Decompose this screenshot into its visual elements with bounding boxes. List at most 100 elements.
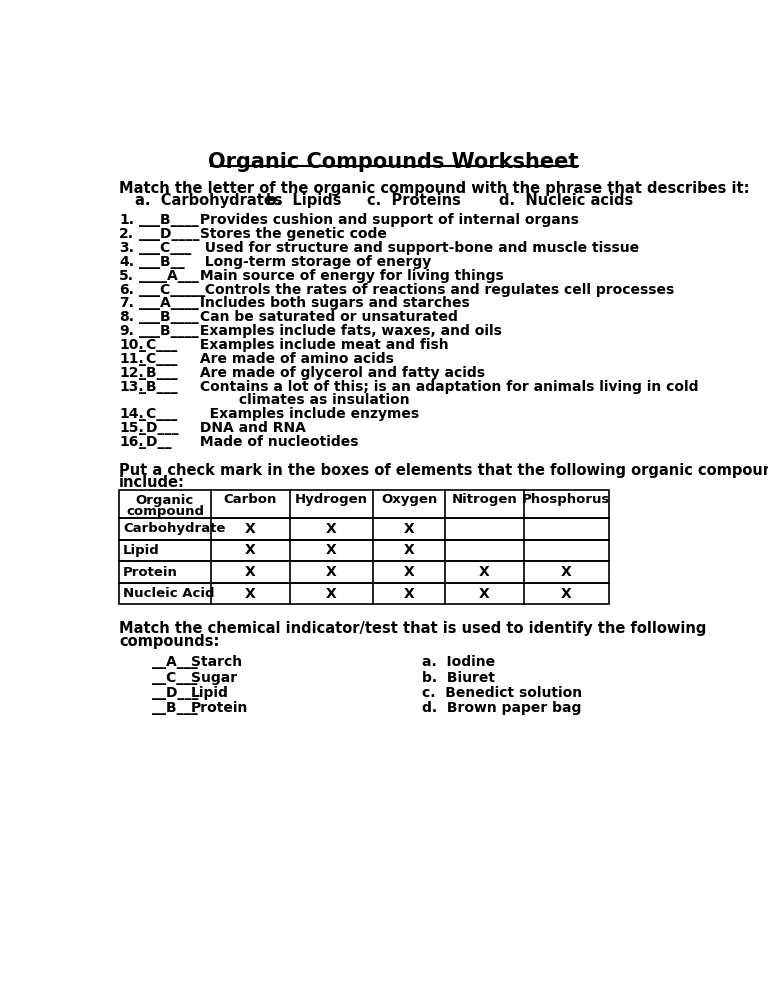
Bar (119, 540, 609, 562)
Text: X: X (326, 522, 337, 536)
Text: _D__: _D__ (139, 435, 171, 449)
Text: __D___: __D___ (152, 686, 198, 700)
Text: Protein: Protein (123, 566, 178, 579)
Text: ____A___: ____A___ (139, 268, 198, 282)
Text: a.  Carbohydrates: a. Carbohydrates (134, 193, 283, 208)
Text: 9.: 9. (119, 324, 134, 338)
Text: Long-term storage of energy: Long-term storage of energy (195, 254, 432, 268)
Text: Carbohydrate: Carbohydrate (123, 523, 226, 536)
Text: compounds:: compounds: (119, 633, 220, 649)
Text: X: X (561, 565, 572, 580)
Text: 10.: 10. (119, 338, 144, 352)
Text: 4.: 4. (119, 254, 134, 268)
Text: _B___: _B___ (139, 366, 177, 380)
Text: _C___: _C___ (139, 408, 177, 421)
Bar (119, 490, 609, 518)
Bar (119, 562, 609, 582)
Text: 16.: 16. (119, 435, 144, 449)
Text: ___B____: ___B____ (139, 310, 198, 324)
Text: 2.: 2. (119, 227, 134, 242)
Text: Lipid: Lipid (123, 544, 160, 557)
Text: include:: include: (119, 475, 185, 490)
Text: b.  Lipids: b. Lipids (266, 193, 342, 208)
Text: _B___: _B___ (139, 380, 177, 394)
Text: Match the chemical indicator/test that is used to identify the following: Match the chemical indicator/test that i… (119, 621, 707, 636)
Text: d.  Brown paper bag: d. Brown paper bag (422, 702, 581, 716)
Text: c.  Benedict solution: c. Benedict solution (422, 686, 581, 700)
Text: Examples include enzymes: Examples include enzymes (195, 408, 419, 421)
Text: X: X (245, 522, 256, 536)
Text: X: X (245, 586, 256, 600)
Bar (119, 582, 609, 604)
Text: 5.: 5. (119, 268, 134, 282)
Text: X: X (561, 586, 572, 600)
Text: climates as insulation: climates as insulation (195, 394, 410, 408)
Text: __A___: __A___ (152, 655, 197, 669)
Text: ___B__: ___B__ (139, 254, 184, 268)
Text: X: X (326, 544, 337, 558)
Text: Examples include meat and fish: Examples include meat and fish (195, 338, 449, 352)
Text: __B___: __B___ (152, 702, 197, 716)
Text: X: X (479, 565, 490, 580)
Text: Contains a lot of this; is an adaptation for animals living in cold: Contains a lot of this; is an adaptation… (195, 380, 699, 394)
Text: Nitrogen: Nitrogen (452, 493, 517, 506)
Text: 7.: 7. (119, 296, 134, 310)
Text: X: X (404, 586, 415, 600)
Text: Sugar: Sugar (190, 671, 237, 685)
Text: Oxygen: Oxygen (381, 493, 437, 506)
Text: Match the letter of the organic compound with the phrase that describes it:: Match the letter of the organic compound… (119, 181, 750, 196)
Text: c.  Proteins: c. Proteins (367, 193, 461, 208)
Text: 11.: 11. (119, 352, 144, 366)
Text: X: X (404, 544, 415, 558)
Text: 14.: 14. (119, 408, 144, 421)
Text: X: X (404, 565, 415, 580)
Text: __C___: __C___ (152, 671, 197, 685)
Text: Controls the rates of reactions and regulates cell processes: Controls the rates of reactions and regu… (195, 282, 674, 296)
Text: Hydrogen: Hydrogen (295, 493, 368, 506)
Text: X: X (245, 565, 256, 580)
Text: DNA and RNA: DNA and RNA (195, 421, 306, 435)
Text: Put a check mark in the boxes of elements that the following organic compounds: Put a check mark in the boxes of element… (119, 462, 768, 478)
Text: Used for structure and support-bone and muscle tissue: Used for structure and support-bone and … (195, 241, 639, 254)
Text: ___A____: ___A____ (139, 296, 198, 310)
Text: X: X (326, 586, 337, 600)
Text: Starch: Starch (190, 655, 242, 669)
Bar (119, 518, 609, 540)
Text: Protein: Protein (190, 702, 248, 716)
Text: d.  Nucleic acids: d. Nucleic acids (499, 193, 634, 208)
Text: ___B____: ___B____ (139, 214, 198, 228)
Text: Phosphorus: Phosphorus (522, 493, 611, 506)
Text: Examples include fats, waxes, and oils: Examples include fats, waxes, and oils (195, 324, 502, 338)
Text: 1.: 1. (119, 214, 134, 228)
Text: X: X (245, 544, 256, 558)
Text: Provides cushion and support of internal organs: Provides cushion and support of internal… (195, 214, 579, 228)
Text: X: X (479, 586, 490, 600)
Text: 6.: 6. (119, 282, 134, 296)
Text: 12.: 12. (119, 366, 144, 380)
Text: 15.: 15. (119, 421, 144, 435)
Text: ___C___: ___C___ (139, 241, 191, 254)
Text: _C___: _C___ (139, 338, 177, 352)
Text: Nucleic Acid: Nucleic Acid (123, 587, 214, 600)
Text: Carbon: Carbon (223, 493, 277, 506)
Text: _C___: _C___ (139, 352, 177, 366)
Text: 8.: 8. (119, 310, 134, 324)
Text: Can be saturated or unsaturated: Can be saturated or unsaturated (195, 310, 458, 324)
Text: compound: compound (126, 505, 204, 518)
Text: Are made of glycerol and fatty acids: Are made of glycerol and fatty acids (195, 366, 485, 380)
Text: Stores the genetic code: Stores the genetic code (195, 227, 387, 242)
Text: a.  Iodine: a. Iodine (422, 655, 495, 669)
Text: ___D____: ___D____ (139, 227, 199, 242)
Text: ___C_____: ___C_____ (139, 282, 205, 296)
Text: 13.: 13. (119, 380, 144, 394)
Text: Includes both sugars and starches: Includes both sugars and starches (195, 296, 470, 310)
Text: ___B____: ___B____ (139, 324, 198, 338)
Text: 3.: 3. (119, 241, 134, 254)
Text: Organic: Organic (136, 494, 194, 507)
Text: b.  Biuret: b. Biuret (422, 671, 495, 685)
Text: Made of nucleotides: Made of nucleotides (195, 435, 359, 449)
Text: X: X (326, 565, 337, 580)
Text: Organic Compounds Worksheet: Organic Compounds Worksheet (208, 152, 579, 172)
Text: Are made of amino acids: Are made of amino acids (195, 352, 394, 366)
Text: _D___: _D___ (139, 421, 178, 435)
